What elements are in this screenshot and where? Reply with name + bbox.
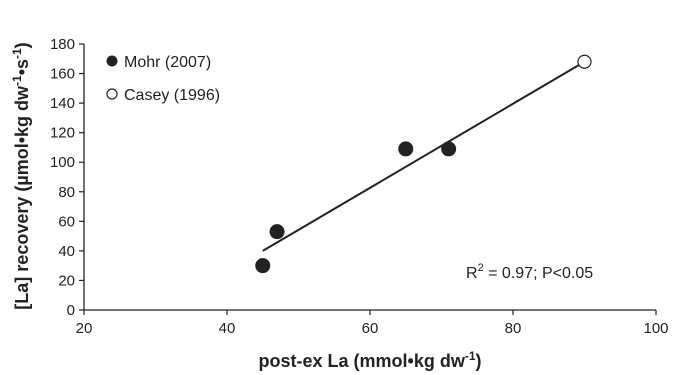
y-axis-title: [La] recovery (µmol•kg dw-1•s-1)	[10, 42, 32, 309]
x-tick-label: 100	[643, 320, 668, 337]
y-tick-label: 140	[50, 95, 75, 112]
x-tick-label: 40	[219, 320, 236, 337]
stats-annotation: R2 = 0.97; P<0.05	[466, 262, 593, 282]
x-tick-label: 80	[505, 320, 522, 337]
x-tick-label: 60	[362, 320, 379, 337]
y-tick-label: 160	[50, 66, 75, 83]
y-tick-label: 20	[58, 272, 75, 289]
regression-line-group	[262, 60, 586, 252]
data-points	[255, 54, 592, 274]
data-point-mohr	[269, 224, 285, 240]
data-point-mohr	[398, 141, 414, 157]
data-point-mohr	[255, 258, 271, 274]
y-tick-label: 40	[58, 243, 75, 260]
x-axis-title: post-ex La (mmol•kg dw-1)	[259, 349, 482, 371]
y-tick-label: 80	[58, 184, 75, 201]
data-point-mohr	[441, 141, 457, 157]
legend-label-mohr: Mohr (2007)	[124, 54, 211, 71]
y-tick-label: 0	[67, 302, 75, 319]
y-tick-label: 60	[58, 213, 75, 230]
legend-marker-casey	[106, 88, 118, 100]
y-tick-label: 180	[50, 36, 75, 53]
legend-marker-mohr	[106, 55, 118, 67]
y-tick-label: 100	[50, 154, 75, 171]
x-tick-label: 20	[76, 320, 93, 337]
regression-line	[262, 60, 586, 252]
legend: Mohr (2007) Casey (1996)	[106, 54, 220, 104]
legend-label-casey: Casey (1996)	[124, 87, 220, 104]
data-point-casey	[577, 54, 592, 69]
y-tick-label: 120	[50, 125, 75, 142]
